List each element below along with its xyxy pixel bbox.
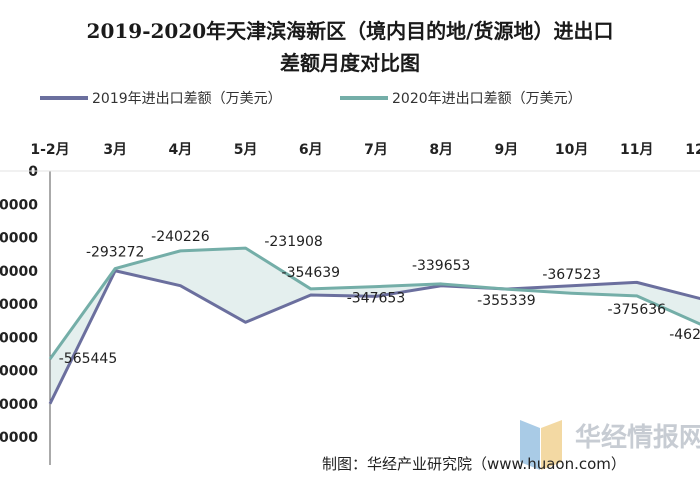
y-tick-label: -400000 xyxy=(0,297,38,313)
brand-logo-icon xyxy=(520,420,562,470)
difference-area xyxy=(50,248,700,404)
data-label: -367523 xyxy=(542,267,601,283)
x-tick-label: 3月 xyxy=(103,142,127,158)
series-line-2020 xyxy=(48,246,700,360)
watermark: 华经情报网 xyxy=(520,420,700,470)
legend: 2019年进出口差额（万美元） 2020年进出口差额（万美元） xyxy=(40,91,582,107)
data-label: -339653 xyxy=(412,258,471,274)
data-label: -231908 xyxy=(264,234,323,250)
series-line-2019 xyxy=(48,269,700,405)
data-label: -355339 xyxy=(477,293,536,309)
data-labels: -565445 -293272 -240226 -231908 -354639 -3476… xyxy=(59,229,700,367)
x-tick-label: 6月 xyxy=(299,142,323,158)
x-tick-label: 7月 xyxy=(364,142,388,158)
x-tick-label: 12月 xyxy=(685,142,700,158)
x-axis-labels: 1-2月 3月 4月 5月 6月 7月 8月 9月 10月 11月 12月 xyxy=(30,142,700,158)
legend-label-2019: 2019年进出口差额（万美元） xyxy=(92,91,282,107)
brand-name: 华经情报网 xyxy=(575,422,700,453)
data-label: -354639 xyxy=(282,265,341,281)
x-tick-label: 4月 xyxy=(169,142,193,158)
data-label: -565445 xyxy=(59,351,118,367)
y-tick-label: 0 xyxy=(28,164,38,180)
legend-label-2020: 2020年进出口差额（万美元） xyxy=(392,91,582,107)
y-tick-label: -700000 xyxy=(0,397,38,413)
data-label: -46280 xyxy=(669,327,700,343)
data-label: -240226 xyxy=(151,229,210,245)
y-tick-label: -800000 xyxy=(0,430,38,446)
x-tick-label: 10月 xyxy=(555,142,588,158)
x-tick-label: 11月 xyxy=(620,142,653,158)
x-tick-label: 5月 xyxy=(234,142,258,158)
chart-title-line2: 差额月度对比图 xyxy=(280,51,420,75)
data-label: -375636 xyxy=(608,302,667,318)
x-tick-label: 8月 xyxy=(429,142,453,158)
data-label: -293272 xyxy=(86,245,145,261)
x-tick-label: 9月 xyxy=(495,142,519,158)
x-tick-label: 1-2月 xyxy=(30,142,69,158)
data-label: -347653 xyxy=(347,291,406,307)
y-tick-label: -500000 xyxy=(0,330,38,346)
plot-area xyxy=(0,170,700,465)
y-tick-label: -300000 xyxy=(0,264,38,280)
y-tick-label: -100000 xyxy=(0,197,38,213)
chart-credit: 制图：华经产业研究院（www.huaon.com） xyxy=(322,455,626,473)
y-tick-label: -600000 xyxy=(0,364,38,380)
chart-title-line1: 2019-2020年天津滨海新区（境内目的地/货源地）进出口 xyxy=(87,19,614,43)
